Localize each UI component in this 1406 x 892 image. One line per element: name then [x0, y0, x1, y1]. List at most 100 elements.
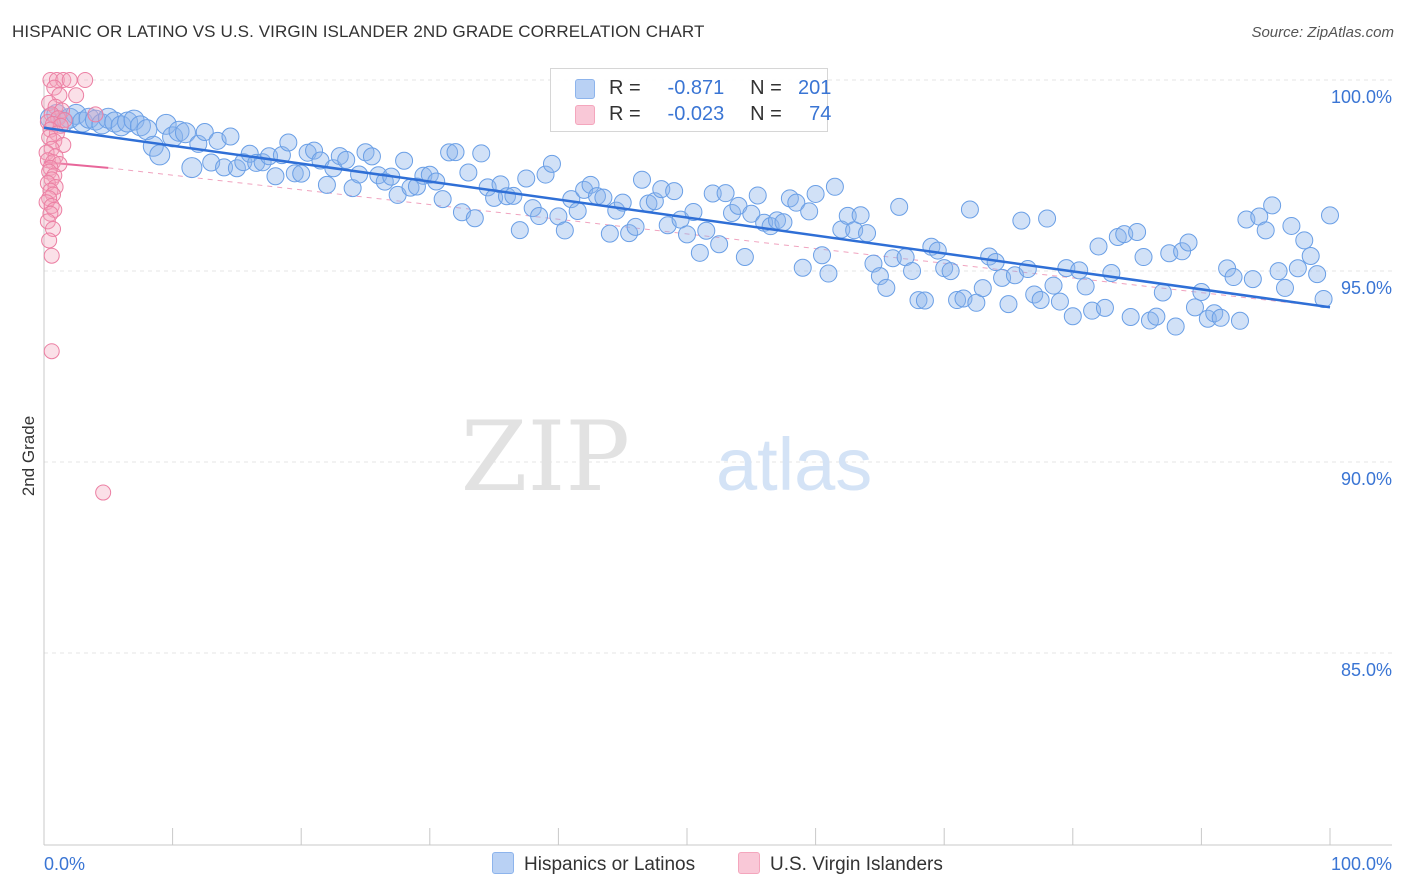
- point-hispanic: [104, 111, 126, 133]
- point-hispanic: [168, 120, 190, 142]
- point-hispanic: [536, 165, 555, 184]
- legend-r-value: -0.023: [667, 103, 725, 125]
- point-hispanic: [110, 115, 132, 137]
- point-hispanic: [1211, 308, 1230, 327]
- point-hispanic: [1185, 298, 1204, 317]
- point-hispanic: [472, 144, 491, 163]
- point-hispanic: [1269, 262, 1288, 281]
- point-hispanic: [395, 151, 414, 170]
- point-hispanic: [793, 258, 812, 277]
- point-virgin-islander: [42, 72, 59, 88]
- point-hispanic: [716, 184, 735, 203]
- point-hispanic: [1230, 311, 1249, 330]
- point-hispanic: [305, 141, 324, 160]
- point-hispanic: [665, 182, 684, 201]
- legend-n-value: 74: [809, 103, 832, 125]
- point-hispanic: [221, 127, 240, 146]
- bottom-legend-virgin-islanders: U.S. Virgin Islanders: [738, 852, 943, 876]
- point-hispanic: [941, 262, 960, 281]
- point-hispanic: [1173, 242, 1192, 261]
- point-hispanic: [510, 221, 529, 240]
- point-hispanic: [362, 147, 381, 166]
- point-hispanic: [973, 279, 992, 298]
- legend-swatch-blue: [575, 79, 595, 99]
- chart-title: HISPANIC OR LATINO VS U.S. VIRGIN ISLAND…: [12, 22, 705, 41]
- point-hispanic: [1031, 290, 1050, 309]
- point-hispanic: [433, 190, 452, 209]
- point-hispanic: [594, 188, 613, 207]
- point-virgin-islander: [77, 72, 94, 88]
- point-hispanic: [1153, 283, 1172, 302]
- bottom-legend-swatch-blue: [492, 852, 514, 874]
- point-hispanic: [129, 115, 151, 137]
- points-hispanics: [39, 103, 1339, 336]
- point-hispanic: [1076, 277, 1095, 296]
- point-hispanic: [1121, 307, 1140, 326]
- point-hispanic: [149, 144, 171, 166]
- trend-line-virgin-islander-extension: [108, 167, 1331, 308]
- x-tick-label-left: 0.0%: [44, 854, 85, 874]
- y-axis-label: 2nd Grade: [19, 416, 38, 496]
- point-virgin-islander: [87, 106, 104, 123]
- point-hispanic: [155, 113, 177, 135]
- point-hispanic: [1308, 265, 1327, 284]
- point-hispanic: [703, 184, 722, 203]
- legend-n-value: 201: [798, 77, 832, 99]
- point-hispanic: [1179, 233, 1198, 252]
- point-hispanic: [883, 249, 902, 268]
- point-hispanic: [858, 224, 877, 243]
- bottom-legend-label-pink: U.S. Virgin Islanders: [770, 854, 943, 875]
- point-hispanic: [729, 196, 748, 215]
- point-hispanic: [1192, 283, 1211, 302]
- y-tick-label: 90.0%: [1341, 469, 1392, 489]
- point-hispanic: [903, 261, 922, 280]
- point-hispanic: [174, 122, 196, 144]
- point-hispanic: [181, 157, 203, 179]
- point-hispanic: [742, 204, 761, 223]
- point-hispanic: [407, 177, 426, 196]
- point-hispanic: [1050, 292, 1069, 311]
- point-hispanic: [459, 163, 478, 182]
- point-hispanic: [215, 158, 234, 177]
- point-virgin-islander: [95, 484, 112, 501]
- point-hispanic: [420, 165, 439, 184]
- legend-r-label: R =: [609, 103, 641, 125]
- point-hispanic: [909, 291, 928, 310]
- point-hispanic: [710, 235, 729, 254]
- point-hispanic: [1224, 268, 1243, 287]
- point-hispanic: [1063, 307, 1082, 326]
- point-hispanic: [1282, 216, 1301, 235]
- point-hispanic: [697, 221, 716, 240]
- point-virgin-islander: [41, 232, 58, 249]
- point-hispanic: [813, 246, 832, 265]
- watermark-zip: ZIP: [461, 401, 630, 513]
- point-hispanic: [819, 264, 838, 283]
- bottom-legend-hispanics: Hispanics or Latinos: [492, 852, 695, 876]
- x-tick-label-right: 100.0%: [1331, 854, 1392, 874]
- point-hispanic: [1205, 304, 1224, 323]
- point-hispanic: [678, 225, 696, 244]
- point-hispanic: [1012, 211, 1031, 230]
- point-hispanic: [317, 175, 336, 194]
- point-hispanic: [632, 170, 651, 189]
- point-hispanic: [1102, 264, 1121, 283]
- bottom-legend-label-blue: Hispanics or Latinos: [524, 854, 696, 875]
- point-hispanic: [1295, 231, 1314, 250]
- point-hispanic: [1263, 196, 1282, 215]
- legend-swatch-pink: [575, 105, 595, 125]
- point-hispanic: [1038, 209, 1057, 228]
- point-hispanic: [465, 209, 484, 228]
- point-hispanic: [960, 200, 979, 219]
- legend-r-label: R =: [609, 77, 641, 99]
- watermark-atlas: atlas: [716, 423, 872, 506]
- trend-line-hispanic: [43, 126, 1331, 309]
- y-tick-label: 95.0%: [1341, 278, 1392, 298]
- point-hispanic: [800, 202, 819, 221]
- point-hispanic: [1275, 278, 1294, 297]
- point-hispanic: [1089, 237, 1108, 256]
- source-label: Source: ZipAtlas.com: [1251, 24, 1394, 41]
- point-hispanic: [568, 202, 587, 221]
- point-hispanic: [999, 295, 1018, 314]
- point-hispanic: [787, 193, 806, 212]
- point-hispanic: [1095, 298, 1114, 317]
